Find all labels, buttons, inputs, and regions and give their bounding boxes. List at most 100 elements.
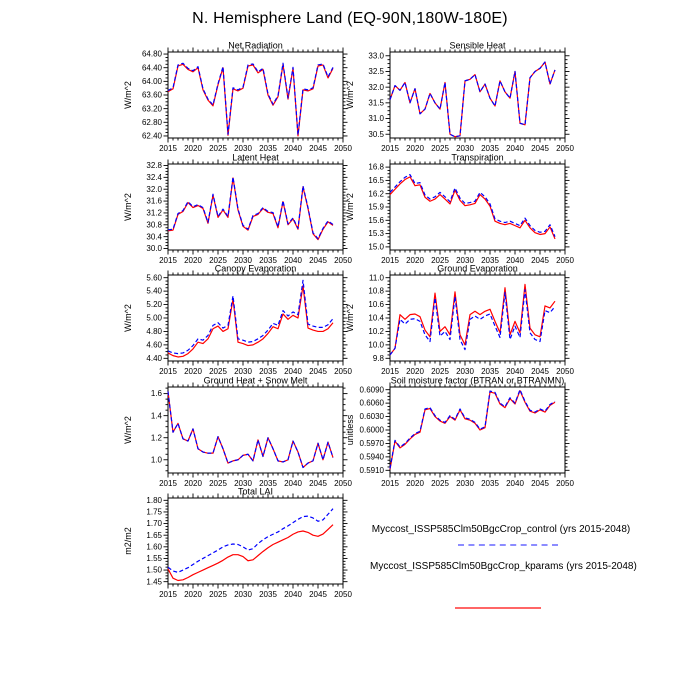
y-tick-label: 1.45: [146, 577, 162, 586]
y-tick-label: 10.8: [368, 287, 384, 296]
y-tick-label: 10.6: [368, 300, 384, 309]
x-tick-label: 2025: [209, 590, 227, 598]
legend-label-control: Myccost_ISSP585Clm50BgcCrop_control (yrs…: [371, 524, 631, 535]
x-tick-label: 2030: [456, 144, 474, 152]
y-tick-label: 64.40: [142, 63, 163, 72]
y-tick-label: 10.2: [368, 327, 384, 336]
y-tick-label: 64.00: [142, 77, 163, 86]
x-tick-label: 2015: [159, 144, 177, 152]
y-tick-label: 9.8: [373, 354, 385, 363]
y-tick-label: 1.65: [146, 531, 162, 540]
x-tick-label: 2040: [284, 590, 302, 598]
x-tick-label: 2040: [506, 479, 524, 487]
x-tick-label: 2025: [209, 367, 227, 375]
x-tick-label: 2035: [259, 479, 277, 487]
x-tick-label: 2030: [234, 367, 252, 375]
series-line-kparams: [167, 524, 334, 582]
x-tick-label: 2020: [406, 367, 424, 375]
series-line-kparams: [389, 283, 556, 356]
x-tick-label: 2020: [406, 479, 424, 487]
y-tick-label: 31.0: [368, 114, 384, 123]
y-tick-label: 15.3: [368, 229, 384, 238]
panel-ylabel: W/m^2: [123, 81, 133, 109]
x-tick-label: 2050: [556, 144, 574, 152]
plot-frame: [389, 386, 566, 474]
series-line-control: [389, 61, 556, 138]
x-tick-label: 2050: [556, 256, 574, 264]
x-tick-label: 2035: [481, 144, 499, 152]
series-line-kparams: [167, 63, 334, 137]
y-tick-label: 4.40: [146, 354, 162, 363]
x-tick-label: 2035: [481, 479, 499, 487]
series-line-control: [167, 176, 334, 240]
panel-transpiration: 2015 2020 2025 2030 2035 2040 2045 2050 15.0 15.3…: [345, 153, 574, 265]
x-tick-label: 2015: [159, 590, 177, 598]
series-line-control: [167, 508, 334, 573]
panel-latent-heat: 2015 2020 2025 2030 2035 2040 2045 2050 30.0 30.4…: [123, 153, 352, 265]
x-tick-label: 2035: [481, 256, 499, 264]
panel-ylabel: W/m^2: [345, 304, 355, 332]
x-tick-label: 2020: [184, 144, 202, 152]
x-tick-label: 2015: [159, 256, 177, 264]
y-tick-label: 1.55: [146, 554, 162, 563]
y-tick-label: 1.0: [151, 455, 163, 464]
y-tick-label: 32.0: [146, 185, 162, 194]
x-tick-label: 2050: [556, 367, 574, 375]
y-tick-label: 10.0: [368, 340, 384, 349]
panel-ylabel: W/m^2: [123, 416, 133, 444]
y-tick-label: 1.2: [151, 433, 163, 442]
panel-ground-evaporation: 2015 2020 2025 2030 2035 2040 2045 2050 9.8 10.0 1…: [345, 264, 574, 376]
x-tick-label: 2040: [506, 256, 524, 264]
y-tick-label: 32.4: [146, 173, 162, 182]
figure-title: N. Hemisphere Land (EQ-90N,180W-180E): [192, 10, 508, 27]
y-tick-label: 30.0: [146, 244, 162, 253]
x-tick-label: 2040: [506, 367, 524, 375]
legend-label-kparams: Myccost_ISSP585Clm50BgcCrop_kparams (yrs…: [370, 561, 637, 572]
y-tick-label: 32.8: [146, 161, 162, 170]
y-tick-label: 16.5: [368, 176, 384, 185]
y-tick-label: 33.0: [368, 51, 384, 60]
y-tick-label: 30.8: [146, 220, 162, 229]
y-tick-label: 0.6090: [360, 385, 385, 394]
x-tick-label: 2040: [284, 256, 302, 264]
x-tick-label: 2030: [234, 590, 252, 598]
panel-title: Canopy Evaporation: [215, 264, 297, 274]
y-tick-label: 0.5910: [360, 466, 385, 475]
panel-total-lai: 2015 2020 2025 2030 2035 2040 2045 2050 1.45 1.50…: [123, 487, 352, 599]
y-tick-label: 0.5970: [360, 439, 385, 448]
plot-frame: [167, 51, 344, 139]
series-line-control: [167, 391, 334, 469]
x-tick-label: 2045: [309, 367, 327, 375]
legend-line-kparams: [455, 607, 541, 609]
panel-ylabel: unitless: [345, 414, 355, 445]
y-tick-label: 31.2: [146, 209, 162, 218]
y-tick-label: 1.60: [146, 542, 162, 551]
panel-net-radiation: 2015 2020 2025 2030 2035 2040 2045 2050 62.40 62.…: [123, 41, 352, 153]
panel-ylabel: W/m^2: [123, 193, 133, 221]
series-line-kparams: [389, 176, 556, 240]
legend-line-control: [458, 544, 558, 546]
x-tick-label: 2030: [456, 367, 474, 375]
x-tick-label: 2015: [381, 367, 399, 375]
y-tick-label: 0.6030: [360, 412, 385, 421]
y-tick-label: 64.80: [142, 50, 163, 59]
x-tick-label: 2030: [234, 256, 252, 264]
x-tick-label: 2015: [159, 479, 177, 487]
x-tick-label: 2015: [381, 256, 399, 264]
x-tick-label: 2025: [209, 479, 227, 487]
series-line-kparams: [167, 391, 334, 469]
panel-ylabel: W/m^2: [345, 81, 355, 109]
y-tick-label: 16.8: [368, 163, 384, 172]
legend: Myccost_ISSP585Clm50BgcCrop_control (yrs…: [370, 524, 637, 609]
x-tick-label: 2025: [209, 256, 227, 264]
x-tick-label: 2045: [309, 144, 327, 152]
x-tick-label: 2030: [456, 479, 474, 487]
y-tick-label: 30.5: [368, 130, 384, 139]
x-tick-label: 2035: [481, 367, 499, 375]
x-tick-label: 2035: [259, 144, 277, 152]
y-tick-label: 15.6: [368, 216, 384, 225]
y-tick-label: 4.80: [146, 327, 162, 336]
y-tick-label: 16.2: [368, 189, 384, 198]
panel-title: Ground Evaporation: [437, 264, 518, 274]
